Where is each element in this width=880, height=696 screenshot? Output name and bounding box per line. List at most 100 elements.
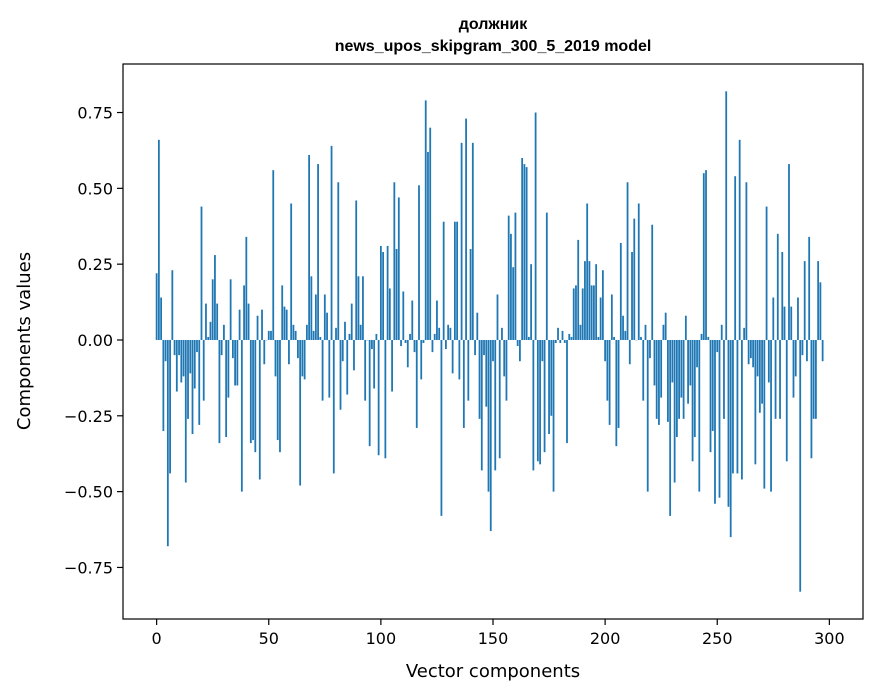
bar [388, 288, 391, 340]
x-axis: 0 50 100 150 200 250 300 [152, 619, 845, 648]
bar [283, 306, 286, 340]
bar [258, 339, 261, 480]
bar [225, 339, 228, 438]
bar [305, 324, 308, 340]
bar [575, 285, 577, 340]
bar [682, 339, 685, 419]
bar [469, 249, 472, 340]
bar [767, 339, 770, 383]
bar [624, 330, 627, 340]
bar [516, 339, 519, 347]
bar [178, 339, 180, 356]
bar [541, 339, 544, 362]
bar [723, 339, 725, 419]
bar [303, 339, 306, 380]
bar [774, 339, 777, 419]
bar [267, 330, 270, 340]
bar [749, 339, 752, 359]
bar-series [155, 91, 824, 592]
bar [617, 339, 620, 428]
bar [402, 291, 405, 340]
bar [245, 236, 248, 340]
bar [261, 309, 263, 340]
bar [514, 212, 517, 340]
bar [615, 339, 618, 447]
bar [743, 327, 746, 340]
bar [355, 200, 358, 340]
bar [588, 261, 591, 340]
bar [294, 330, 297, 340]
bar [729, 339, 732, 538]
bar [622, 315, 624, 340]
bar [718, 339, 721, 498]
bar [270, 330, 272, 340]
bar [335, 327, 337, 340]
bar [527, 336, 530, 340]
bar [180, 339, 183, 383]
bar [696, 339, 698, 368]
bar [581, 288, 584, 340]
bar [487, 339, 490, 492]
bar [182, 339, 185, 377]
x-tick-label: 150 [478, 629, 509, 648]
bar [561, 330, 564, 340]
bar [317, 164, 319, 340]
y-tick-label: 0.25 [77, 255, 113, 274]
bar [458, 339, 461, 380]
bar [651, 224, 654, 340]
y-tick-label: −0.50 [64, 483, 113, 502]
bar [655, 339, 658, 419]
bar [808, 236, 811, 340]
bar [321, 339, 324, 401]
bar [184, 339, 187, 483]
bar [319, 336, 322, 340]
bar [799, 339, 802, 592]
bar [236, 339, 239, 386]
bar [646, 339, 649, 492]
bar [572, 288, 575, 340]
bar [297, 339, 299, 359]
bar [157, 139, 160, 340]
bar [332, 339, 335, 474]
bar [761, 339, 763, 404]
bar [781, 252, 784, 340]
bar [346, 339, 349, 395]
bar [205, 303, 207, 340]
bar [563, 339, 566, 344]
bar [525, 167, 528, 340]
bar [770, 339, 772, 492]
bar [747, 339, 750, 365]
bar [521, 158, 524, 340]
bar [189, 339, 192, 374]
bar [738, 139, 741, 340]
y-tick-label: −0.25 [64, 407, 113, 426]
bar [644, 324, 647, 340]
bar [440, 339, 443, 516]
bar [243, 285, 245, 340]
bar [664, 312, 667, 340]
bar [371, 339, 373, 350]
bar [397, 197, 400, 340]
bar [568, 333, 571, 340]
bar [707, 336, 710, 340]
bar [693, 339, 696, 438]
bar [772, 297, 775, 340]
bar [570, 336, 573, 340]
bar [420, 339, 423, 380]
bar [290, 203, 293, 340]
bar [214, 255, 216, 340]
bar [519, 339, 521, 362]
bar [386, 245, 389, 340]
bar [503, 339, 506, 377]
bar [507, 215, 510, 340]
bar [191, 339, 194, 434]
bar [155, 273, 158, 340]
bar [783, 306, 786, 340]
bar [711, 339, 714, 431]
bar [684, 315, 687, 340]
bar [357, 276, 360, 340]
bar [368, 339, 371, 447]
bar [276, 339, 279, 441]
bar [218, 339, 221, 444]
